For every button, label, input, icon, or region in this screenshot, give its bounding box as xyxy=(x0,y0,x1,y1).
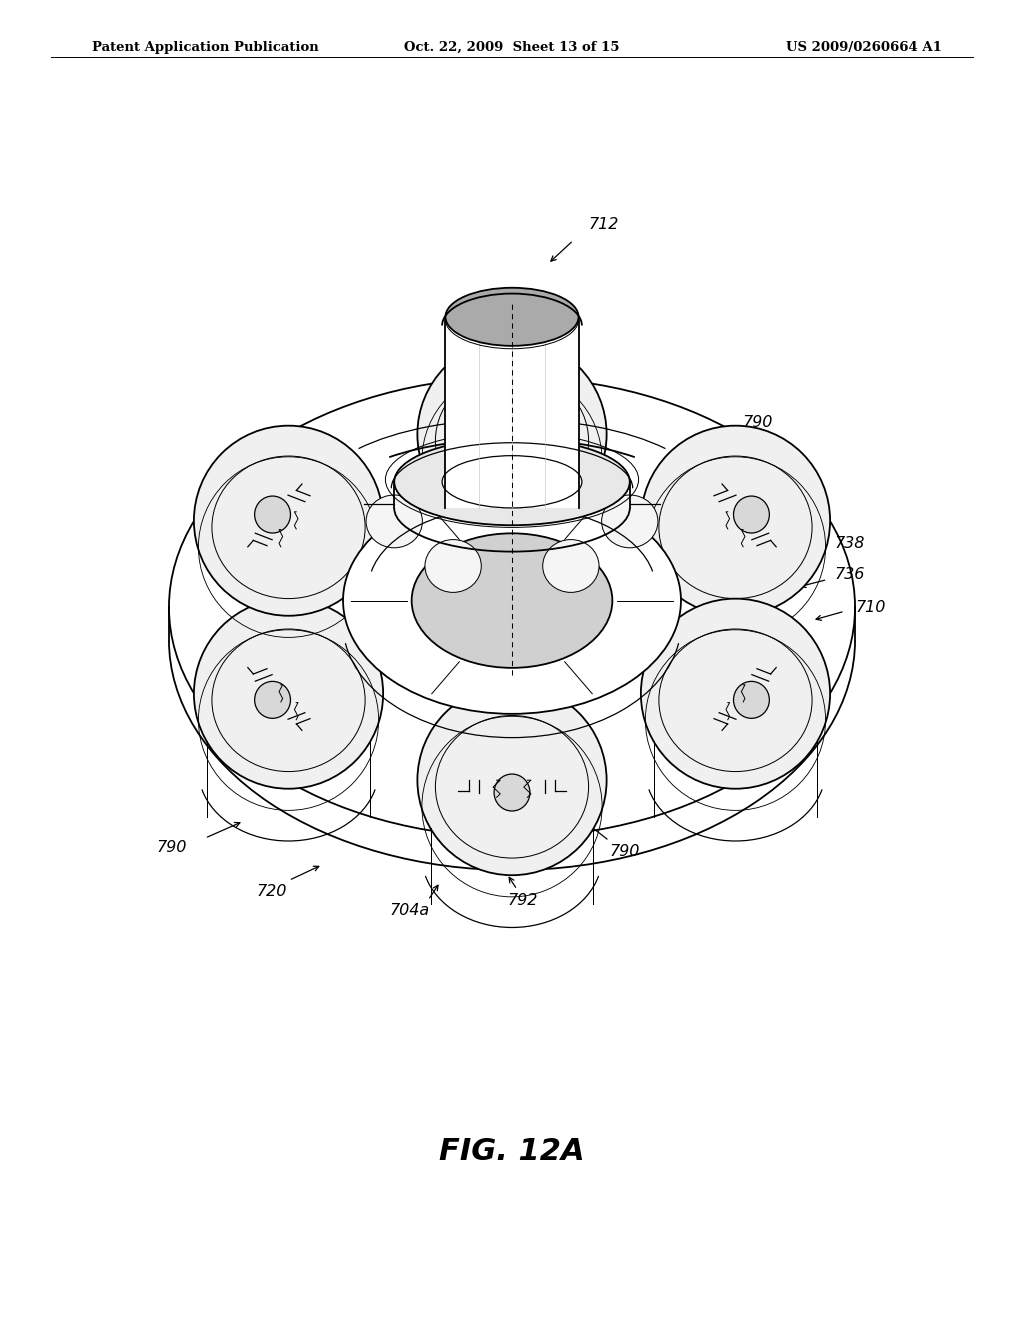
Ellipse shape xyxy=(169,378,855,837)
Ellipse shape xyxy=(255,496,291,533)
Ellipse shape xyxy=(494,404,530,441)
Ellipse shape xyxy=(733,681,769,718)
Ellipse shape xyxy=(425,450,481,503)
Ellipse shape xyxy=(367,495,423,548)
Text: Oct. 22, 2009  Sheet 13 of 15: Oct. 22, 2009 Sheet 13 of 15 xyxy=(404,41,620,54)
Ellipse shape xyxy=(543,450,599,503)
Ellipse shape xyxy=(494,774,530,810)
Ellipse shape xyxy=(418,685,606,875)
Ellipse shape xyxy=(425,540,481,593)
Text: 736: 736 xyxy=(835,566,865,582)
Ellipse shape xyxy=(601,495,657,548)
Ellipse shape xyxy=(442,455,582,508)
Ellipse shape xyxy=(194,599,383,789)
Text: Patent Application Publication: Patent Application Publication xyxy=(92,41,318,54)
Ellipse shape xyxy=(255,681,291,718)
Text: 738: 738 xyxy=(835,536,865,552)
Ellipse shape xyxy=(412,533,612,668)
Ellipse shape xyxy=(641,425,830,615)
Ellipse shape xyxy=(641,599,830,789)
Ellipse shape xyxy=(733,496,769,533)
Ellipse shape xyxy=(343,487,681,714)
Text: 720: 720 xyxy=(256,883,287,899)
Ellipse shape xyxy=(418,339,606,529)
Text: 704a: 704a xyxy=(389,903,430,919)
Text: US 2009/0260664 A1: US 2009/0260664 A1 xyxy=(786,41,942,54)
Ellipse shape xyxy=(543,540,599,593)
Text: 790: 790 xyxy=(157,840,187,855)
Text: 712: 712 xyxy=(589,216,620,232)
Polygon shape xyxy=(445,317,579,508)
Text: 710: 710 xyxy=(855,599,886,615)
Text: 790: 790 xyxy=(742,414,773,430)
Ellipse shape xyxy=(194,425,383,615)
Ellipse shape xyxy=(394,438,630,525)
Text: FIG. 12A: FIG. 12A xyxy=(439,1137,585,1166)
Text: 792: 792 xyxy=(507,892,538,908)
Ellipse shape xyxy=(445,288,579,346)
Text: 790: 790 xyxy=(609,843,640,859)
